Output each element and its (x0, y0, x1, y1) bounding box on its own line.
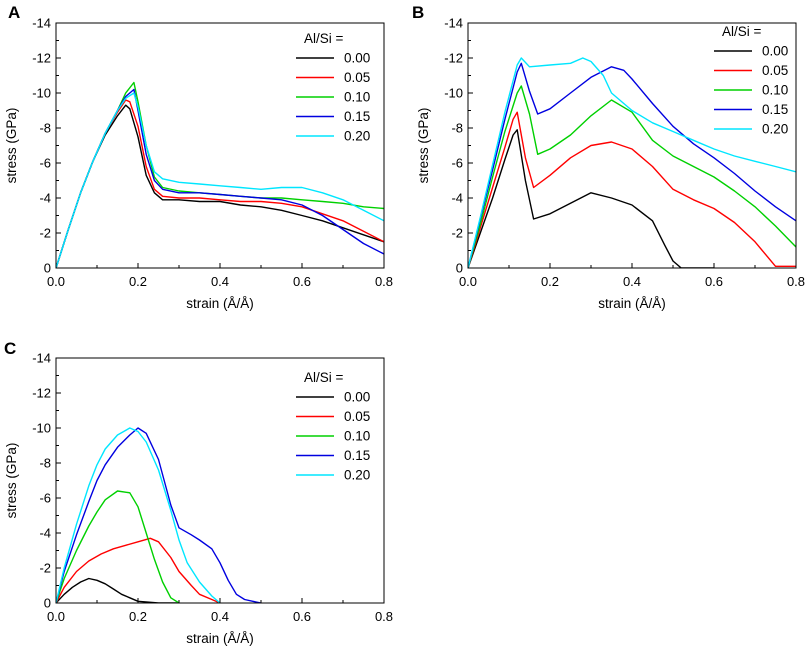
series-line-0.15 (56, 427, 262, 603)
x-tick-label: 0.0 (47, 274, 65, 289)
x-tick-label: 0.4 (623, 274, 641, 289)
series-line-0.00 (468, 129, 714, 268)
x-tick-label: 0.6 (293, 274, 311, 289)
series-line-0.20 (56, 427, 221, 603)
panel-label: B (412, 3, 424, 22)
y-tick-label: 0 (44, 596, 51, 611)
legend-label-0.20: 0.20 (344, 468, 370, 483)
legend-title: Al/Si = (304, 370, 344, 385)
series-group (56, 81, 384, 268)
y-tick-label: -12 (444, 51, 463, 66)
legend-label-0.10: 0.10 (344, 90, 370, 105)
y-axis-title: stress (GPa) (4, 108, 19, 184)
plot-frame (467, 22, 797, 269)
legend: Al/Si =0.00 0.05 0.10 0.15 0.20 (296, 31, 370, 144)
y-tick-label: -14 (444, 16, 463, 31)
series-line-0.05 (56, 99, 384, 268)
series-line-0.10 (468, 85, 796, 268)
series-line-0.05 (468, 111, 796, 268)
series-line-0.05 (56, 537, 221, 603)
x-axis-title: strain (Å/Å) (186, 296, 254, 311)
y-axis-title: stress (GPa) (4, 443, 19, 519)
y-tick-label: -12 (32, 386, 51, 401)
y-tick-label: -4 (451, 191, 463, 206)
legend-label-0.20: 0.20 (344, 129, 370, 144)
legend-label-0.00: 0.00 (344, 390, 370, 405)
series-line-0.15 (56, 88, 384, 268)
series-group (56, 427, 262, 603)
x-tick-label: 0.2 (541, 274, 559, 289)
legend-label-0.00: 0.00 (344, 51, 370, 66)
x-tick-label: 0.4 (211, 609, 229, 624)
legend-title: Al/Si = (304, 31, 344, 46)
series-line-0.10 (56, 490, 180, 603)
y-tick-label: -8 (451, 121, 463, 136)
panel-c: C 0.0 0.2 0.4 0.6 0.8 0 -2 -4 -6 -8 -10 -12 -14 strain… (4, 339, 393, 646)
y-tick-label: -8 (39, 121, 51, 136)
y-tick-label: -6 (39, 156, 51, 171)
legend-label-0.10: 0.10 (344, 429, 370, 444)
legend: Al/Si =0.00 0.05 0.10 0.15 0.20 (714, 24, 788, 137)
panel-a: A 0.0 0.2 0.4 0.6 0.8 0 -2 -4 -6 -8 -10 -12 -14 strain… (4, 3, 393, 311)
y-tick-label: -10 (444, 86, 463, 101)
series-group (468, 57, 796, 268)
x-tick-label: 0.0 (459, 274, 477, 289)
y-tick-label: -2 (39, 226, 51, 241)
series-line-0.20 (56, 92, 384, 268)
x-tick-label: 0.8 (787, 274, 805, 289)
legend-label-0.10: 0.10 (762, 83, 788, 98)
y-tick-label: -4 (39, 191, 51, 206)
series-line-0.10 (56, 81, 384, 268)
y-tick-label: -2 (39, 561, 51, 576)
y-tick-label: -10 (32, 421, 51, 436)
panel-label: C (4, 339, 16, 358)
legend: Al/Si =0.00 0.05 0.10 0.15 0.20 (296, 370, 370, 483)
series-line-0.00 (56, 104, 384, 268)
series-line-0.15 (468, 62, 796, 268)
legend-title: Al/Si = (722, 24, 762, 39)
x-tick-label: 0.0 (47, 609, 65, 624)
plot-frame (55, 22, 385, 269)
y-tick-label: -12 (32, 51, 51, 66)
y-tick-label: -2 (451, 226, 463, 241)
series-line-0.20 (468, 57, 796, 268)
y-axis-title: stress (GPa) (416, 108, 431, 184)
y-tick-label: -14 (32, 16, 51, 31)
series-line-0.00 (56, 577, 179, 603)
plot-frame (55, 357, 385, 604)
x-tick-label: 0.8 (375, 274, 393, 289)
panel-label: A (8, 3, 20, 22)
legend-label-0.05: 0.05 (344, 70, 370, 85)
y-tick-label: -8 (39, 456, 51, 471)
x-axis-title: strain (Å/Å) (186, 631, 254, 646)
y-tick-label: 0 (44, 261, 51, 276)
x-tick-label: 0.8 (375, 609, 393, 624)
legend-label-0.20: 0.20 (762, 122, 788, 137)
x-axis-title: strain (Å/Å) (598, 296, 666, 311)
y-tick-label: -14 (32, 351, 51, 366)
legend-label-0.15: 0.15 (344, 448, 370, 463)
legend-label-0.15: 0.15 (762, 102, 788, 117)
y-tick-label: -6 (39, 491, 51, 506)
x-tick-label: 0.6 (705, 274, 723, 289)
legend-label-0.05: 0.05 (344, 409, 370, 424)
y-tick-label: -4 (39, 526, 51, 541)
panel-b: B 0.0 0.2 0.4 0.6 0.8 0 -2 -4 -6 -8 -10 -12 -14 strain… (412, 3, 805, 311)
y-tick-label: -10 (32, 86, 51, 101)
legend-label-0.15: 0.15 (344, 109, 370, 124)
x-tick-label: 0.2 (129, 274, 147, 289)
y-tick-label: -6 (451, 156, 463, 171)
x-tick-label: 0.2 (129, 609, 147, 624)
legend-label-0.00: 0.00 (762, 44, 788, 59)
y-tick-label: 0 (456, 261, 463, 276)
x-tick-label: 0.6 (293, 609, 311, 624)
legend-label-0.05: 0.05 (762, 63, 788, 78)
x-tick-label: 0.4 (211, 274, 229, 289)
